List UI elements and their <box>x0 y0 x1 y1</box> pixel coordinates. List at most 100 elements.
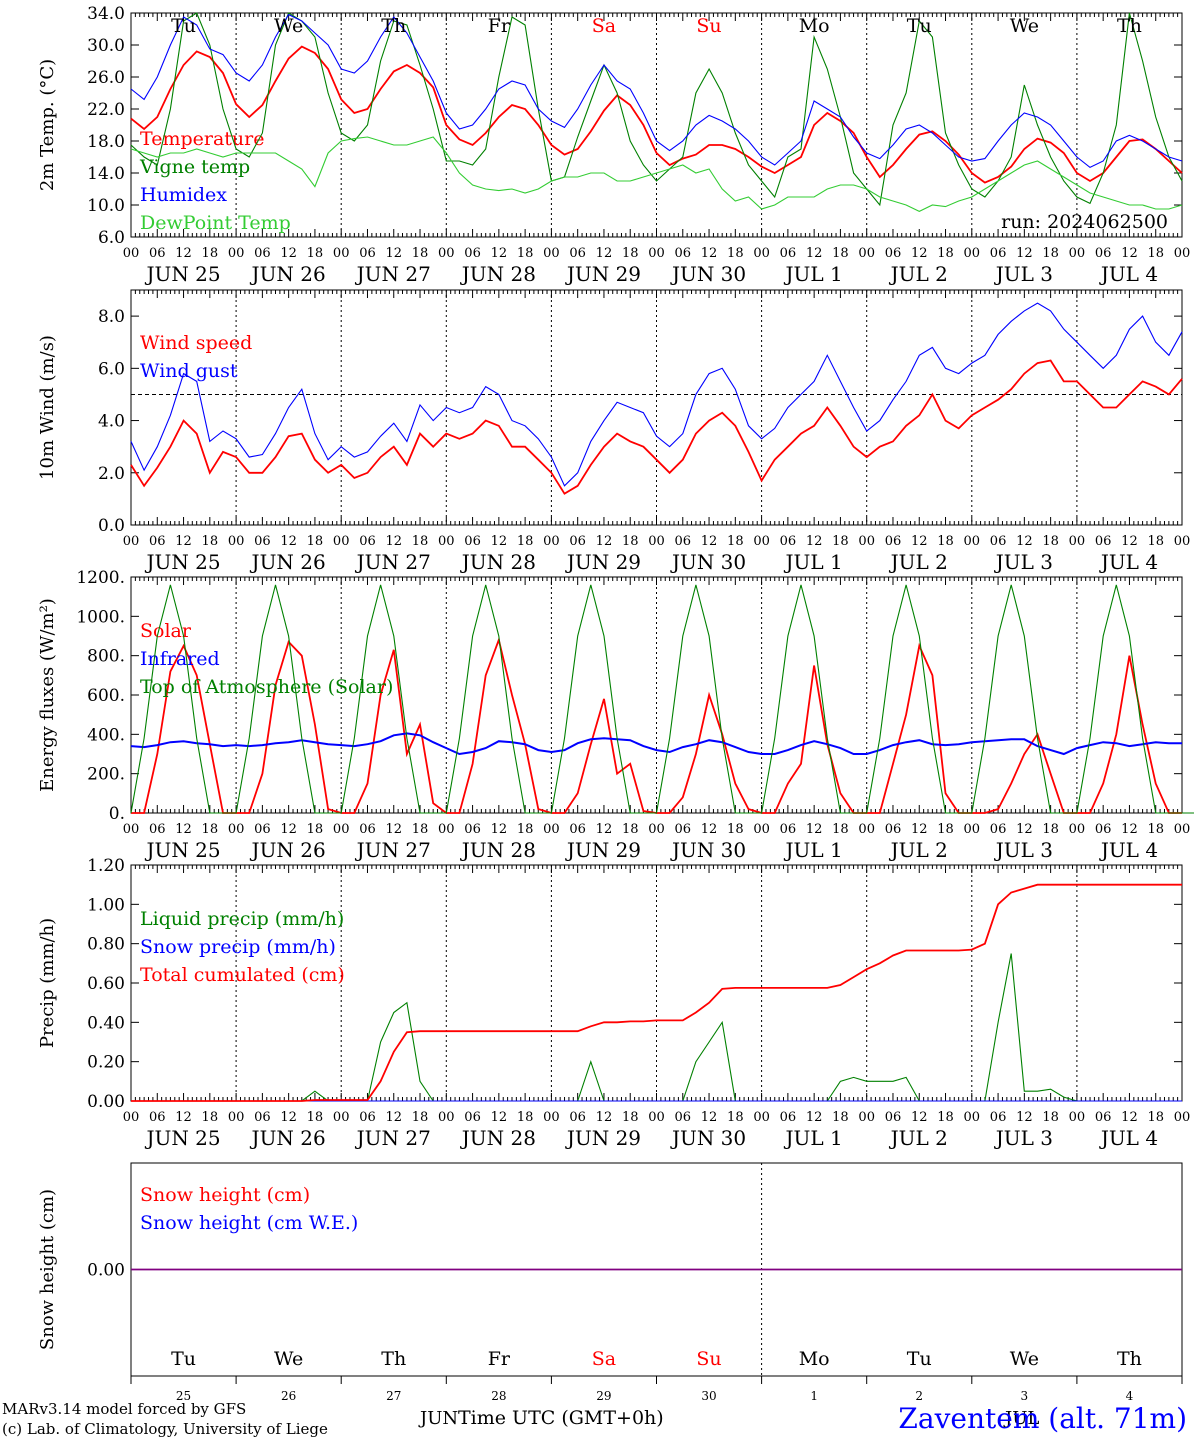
month-label-jun: JUN <box>418 1408 458 1429</box>
svg-text:06: 06 <box>359 534 376 549</box>
svg-text:JUN 29: JUN 29 <box>565 550 641 574</box>
svg-text:06: 06 <box>149 534 166 549</box>
svg-text:18: 18 <box>202 246 219 261</box>
legend-entry: Humidex <box>140 184 227 206</box>
series-line-wind-gust <box>130 302 1183 487</box>
svg-text:00: 00 <box>438 822 455 837</box>
svg-text:JUN 30: JUN 30 <box>670 550 746 574</box>
svg-text:JUL 3: JUL 3 <box>994 838 1053 862</box>
y-tick-label: 1.00 <box>87 895 125 915</box>
svg-text:00: 00 <box>228 822 245 837</box>
svg-text:JUN 25: JUN 25 <box>144 838 220 862</box>
svg-text:06: 06 <box>675 1110 692 1125</box>
svg-text:18: 18 <box>937 534 954 549</box>
svg-text:JUN 27: JUN 27 <box>355 262 431 286</box>
svg-text:18: 18 <box>1147 246 1164 261</box>
station-name: Zaventem (alt. 71m) <box>898 1402 1187 1435</box>
svg-text:06: 06 <box>254 246 271 261</box>
svg-text:00: 00 <box>753 1110 770 1125</box>
svg-text:00: 00 <box>438 1110 455 1125</box>
svg-text:00: 00 <box>228 534 245 549</box>
date-labels: JUN 25 JUN 26 JUN 27 JUN 28 JUN 29 JUN 30 JUL … <box>144 262 1158 286</box>
svg-text:00: 00 <box>648 246 665 261</box>
svg-text:18: 18 <box>1147 822 1164 837</box>
svg-text:18: 18 <box>1042 1110 1059 1125</box>
y-tick-label: 200. <box>87 765 125 785</box>
y-tick-label: 26.0 <box>87 68 125 88</box>
svg-text:Tu: Tu <box>171 15 196 37</box>
svg-text:06: 06 <box>569 534 586 549</box>
svg-text:06: 06 <box>675 246 692 261</box>
legend-entry: Top of Atmosphere (Solar) <box>140 676 393 698</box>
series-line-humidex <box>130 13 1183 169</box>
svg-text:Th: Th <box>1117 15 1142 37</box>
svg-text:00: 00 <box>648 534 665 549</box>
svg-text:Mo: Mo <box>799 1348 830 1370</box>
y-tick-label: 600. <box>87 686 125 706</box>
svg-text:06: 06 <box>149 1110 166 1125</box>
date-labels: JUN 25 JUN 26 JUN 27 JUN 28 JUN 29 JUN 30 JUL … <box>144 838 1158 862</box>
svg-text:12: 12 <box>701 822 718 837</box>
svg-text:06: 06 <box>885 534 902 549</box>
svg-text:00: 00 <box>543 822 560 837</box>
svg-text:00: 00 <box>964 1110 981 1125</box>
svg-text:12: 12 <box>596 246 613 261</box>
svg-text:18: 18 <box>727 1110 744 1125</box>
svg-text:27: 27 <box>386 1389 401 1403</box>
svg-text:06: 06 <box>1095 534 1112 549</box>
svg-text:12: 12 <box>1016 822 1033 837</box>
svg-text:JUN 27: JUN 27 <box>355 838 431 862</box>
hour-tick-labels: 00 06 12 18 00 06 12 18 00 06 12 18 00 06 12 18 00 06 12 18… <box>123 246 1191 261</box>
date-labels: JUN 25 JUN 26 JUN 27 JUN 28 JUN 29 JUN 30 JUL … <box>144 550 1158 574</box>
svg-text:00: 00 <box>1174 822 1191 837</box>
svg-text:18: 18 <box>1147 534 1164 549</box>
svg-text:00: 00 <box>123 246 140 261</box>
svg-text:18: 18 <box>202 534 219 549</box>
svg-text:18: 18 <box>1147 1110 1164 1125</box>
y-tick-label: 0.00 <box>87 1261 125 1281</box>
svg-text:JUN 26: JUN 26 <box>250 838 326 862</box>
legend-entry: Liquid precip (mm/h) <box>140 908 344 930</box>
legend-entry: Snow height (cm) <box>140 1184 310 1206</box>
svg-text:06: 06 <box>359 1110 376 1125</box>
svg-text:00: 00 <box>1069 822 1086 837</box>
y-tick-label: 0.60 <box>87 974 125 994</box>
y-tick-label: 0.20 <box>87 1053 125 1073</box>
svg-text:18: 18 <box>307 822 324 837</box>
svg-text:06: 06 <box>1095 246 1112 261</box>
panel-4: 0.00 0.20 0.40 0.60 0.80 1.00 1.20 Precip (mm/h… <box>37 856 1190 1150</box>
svg-text:00: 00 <box>1069 246 1086 261</box>
svg-text:00: 00 <box>333 534 350 549</box>
svg-text:00: 00 <box>228 246 245 261</box>
svg-text:00: 00 <box>123 1110 140 1125</box>
y-tick-label: 1000. <box>76 607 125 627</box>
svg-text:12: 12 <box>806 246 823 261</box>
legend-entry: Vigne temp <box>139 156 250 178</box>
svg-text:00: 00 <box>228 1110 245 1125</box>
svg-text:JUN 28: JUN 28 <box>460 838 536 862</box>
svg-text:JUN 26: JUN 26 <box>250 262 326 286</box>
svg-text:4: 4 <box>1126 1389 1134 1403</box>
y-tick-label: 2.0 <box>98 464 125 484</box>
svg-text:18: 18 <box>517 246 534 261</box>
svg-text:12: 12 <box>280 246 297 261</box>
svg-text:18: 18 <box>622 1110 639 1125</box>
svg-text:06: 06 <box>675 534 692 549</box>
hour-tick-labels: 00 06 12 18 00 06 12 18 00 06 12 18 00 06 12 18 00 06 12 18… <box>123 534 1191 549</box>
svg-text:06: 06 <box>885 246 902 261</box>
svg-text:00: 00 <box>543 246 560 261</box>
svg-text:12: 12 <box>701 246 718 261</box>
svg-text:JUL 2: JUL 2 <box>889 550 948 574</box>
svg-text:18: 18 <box>832 1110 849 1125</box>
svg-text:06: 06 <box>885 822 902 837</box>
svg-text:18: 18 <box>832 246 849 261</box>
svg-text:00: 00 <box>123 822 140 837</box>
svg-text:JUN 26: JUN 26 <box>250 550 326 574</box>
y-tick-label: 0.0 <box>98 516 125 536</box>
svg-text:JUN 25: JUN 25 <box>144 262 220 286</box>
legend-entry: Solar <box>140 620 192 642</box>
y-tick-label: 14.0 <box>87 164 125 184</box>
legend-entry: Snow height (cm W.E.) <box>140 1212 358 1234</box>
svg-text:12: 12 <box>596 822 613 837</box>
